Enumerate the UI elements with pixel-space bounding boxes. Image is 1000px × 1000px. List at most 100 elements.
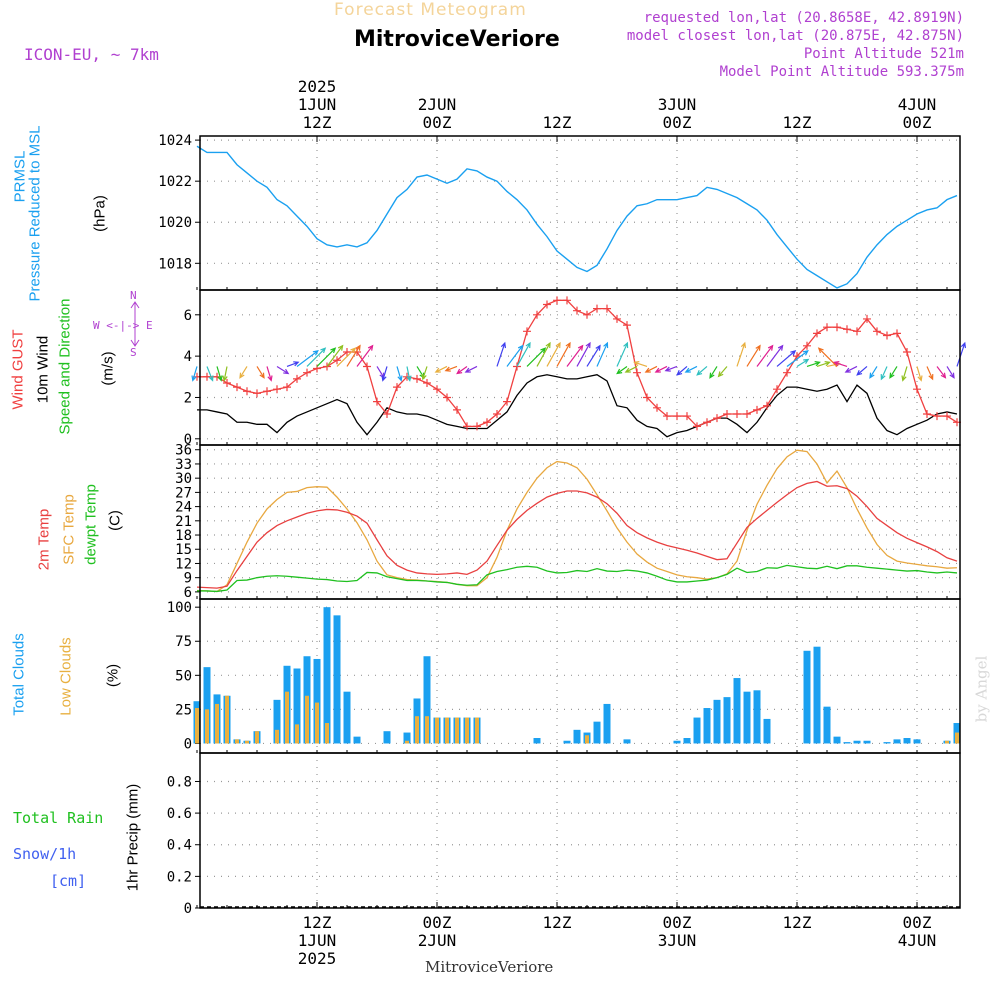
- total-cloud-bar: [313, 658, 321, 744]
- y-tick-label: 33: [175, 457, 192, 473]
- panel-frame: [199, 135, 961, 291]
- wind-direction-arrow: [336, 347, 357, 367]
- wind-direction-arrow: [644, 365, 658, 373]
- low-cloud-bar: [305, 695, 309, 744]
- total-cloud-bar: [603, 703, 611, 744]
- bottom-time-label: 00Z: [423, 913, 452, 932]
- wind-direction-arrow: [796, 358, 810, 367]
- low-cloud-bar: [425, 716, 429, 744]
- top-time-label: 00Z: [663, 113, 692, 132]
- gust-marker: [813, 329, 821, 338]
- low-cloud-bar: [235, 739, 239, 744]
- gust-marker: [553, 296, 561, 305]
- wind-gust-line: [197, 299, 958, 428]
- top-time-label: 00Z: [903, 113, 932, 132]
- y-tick-label: 24: [175, 500, 192, 516]
- wind-direction-arrow: [766, 344, 784, 367]
- temp-2m-line: [196, 480, 958, 589]
- total-cloud-bar: [403, 732, 411, 744]
- wind-direction-arrow: [306, 347, 327, 367]
- wind-direction-arrow: [664, 365, 678, 372]
- top-time-label: 12Z: [783, 113, 812, 132]
- wind-direction-arrow: [756, 344, 774, 367]
- low-cloud-bar: [315, 702, 319, 744]
- wind-direction-arrow: [396, 366, 403, 382]
- y-tick-label: 1018: [158, 256, 192, 272]
- wind-direction-arrow: [286, 361, 300, 368]
- low-cloud-bar: [275, 729, 279, 744]
- low-cloud-bar: [325, 723, 329, 744]
- low-cloud-bar: [245, 740, 249, 744]
- total-cloud-bar: [343, 691, 351, 744]
- gust-marker: [673, 412, 681, 421]
- temp-dewpt-line: [197, 564, 958, 593]
- forecast-meteogram-title: Forecast Meteogram: [334, 0, 527, 20]
- low-cloud-bar: [295, 724, 299, 744]
- wind-direction-arrow: [546, 341, 561, 367]
- total-cloud-bar: [593, 721, 601, 744]
- gust-marker: [833, 323, 841, 332]
- wind-direction-arrow: [936, 366, 947, 379]
- model-name: ICON-EU, ~ 7km: [24, 45, 159, 64]
- temp-sfc-line: [196, 449, 958, 593]
- total-cloud-bar: [903, 738, 911, 744]
- y-tick-label: 2: [184, 390, 192, 406]
- gust-marker: [863, 314, 871, 323]
- wind-direction-arrow: [566, 344, 584, 367]
- compass-s: S: [130, 346, 137, 359]
- total-cloud-bar: [293, 668, 301, 744]
- bottom-time-label: 12Z: [303, 913, 332, 932]
- wind-direction-arrow: [596, 341, 609, 367]
- gust-marker: [683, 412, 691, 421]
- wind-direction-arrow: [709, 366, 718, 379]
- gust-marker: [843, 325, 851, 334]
- wind-direction-arrow: [239, 366, 248, 379]
- panel-frame: [199, 289, 961, 446]
- gust-marker: [373, 397, 381, 406]
- gust-marker: [513, 362, 521, 371]
- low-cloud-bar: [205, 709, 209, 744]
- wind-direction-arrow: [456, 365, 468, 375]
- legend-snow: Snow/1h: [13, 845, 77, 863]
- wind-10m-line: [197, 374, 958, 438]
- gust-marker: [293, 374, 301, 383]
- top-time-label: 12Z: [303, 113, 332, 132]
- total-cloud-bar: [883, 742, 891, 744]
- bottom-time-label: 00Z: [663, 913, 692, 932]
- low-cloud-bar: [585, 735, 589, 744]
- gust-marker: [303, 368, 311, 377]
- total-cloud-bar: [713, 699, 721, 744]
- bottom-time-label: 2025: [298, 949, 337, 968]
- wind-direction-arrow: [926, 366, 934, 381]
- y-tick-label: 4: [184, 349, 192, 365]
- total-cloud-bar: [803, 650, 811, 744]
- wind-direction-arrow: [916, 366, 923, 382]
- gust-marker: [713, 414, 721, 423]
- gust-marker: [923, 410, 931, 418]
- total-cloud-bar: [353, 736, 361, 744]
- low-cloud-bar: [225, 695, 229, 744]
- y-tick-label: 1020: [158, 215, 192, 231]
- wind-direction-arrow: [536, 341, 551, 367]
- wind-direction-arrow: [806, 361, 821, 368]
- gust-marker: [203, 372, 211, 381]
- gust-marker: [893, 329, 901, 338]
- wind-direction-arrow: [464, 365, 478, 373]
- low-cloud-bar: [945, 740, 949, 744]
- wind-direction-arrow: [256, 366, 265, 379]
- bottom-time-label: 3JUN: [658, 931, 697, 950]
- gust-marker: [803, 341, 811, 350]
- gust-marker: [263, 387, 271, 396]
- gust-marker: [273, 385, 281, 394]
- top-time-label: 2025: [298, 77, 337, 96]
- y-tick-label: 27: [175, 485, 192, 501]
- gust-marker: [253, 389, 261, 398]
- y-tick-label: 21: [175, 514, 192, 530]
- total-cloud-bar: [533, 738, 541, 744]
- low-cloud-bar: [255, 731, 259, 744]
- bottom-time-label: 00Z: [903, 913, 932, 932]
- y-tick-label: 0: [184, 432, 192, 448]
- gust-marker: [533, 310, 541, 319]
- total-cloud-bar: [693, 717, 701, 744]
